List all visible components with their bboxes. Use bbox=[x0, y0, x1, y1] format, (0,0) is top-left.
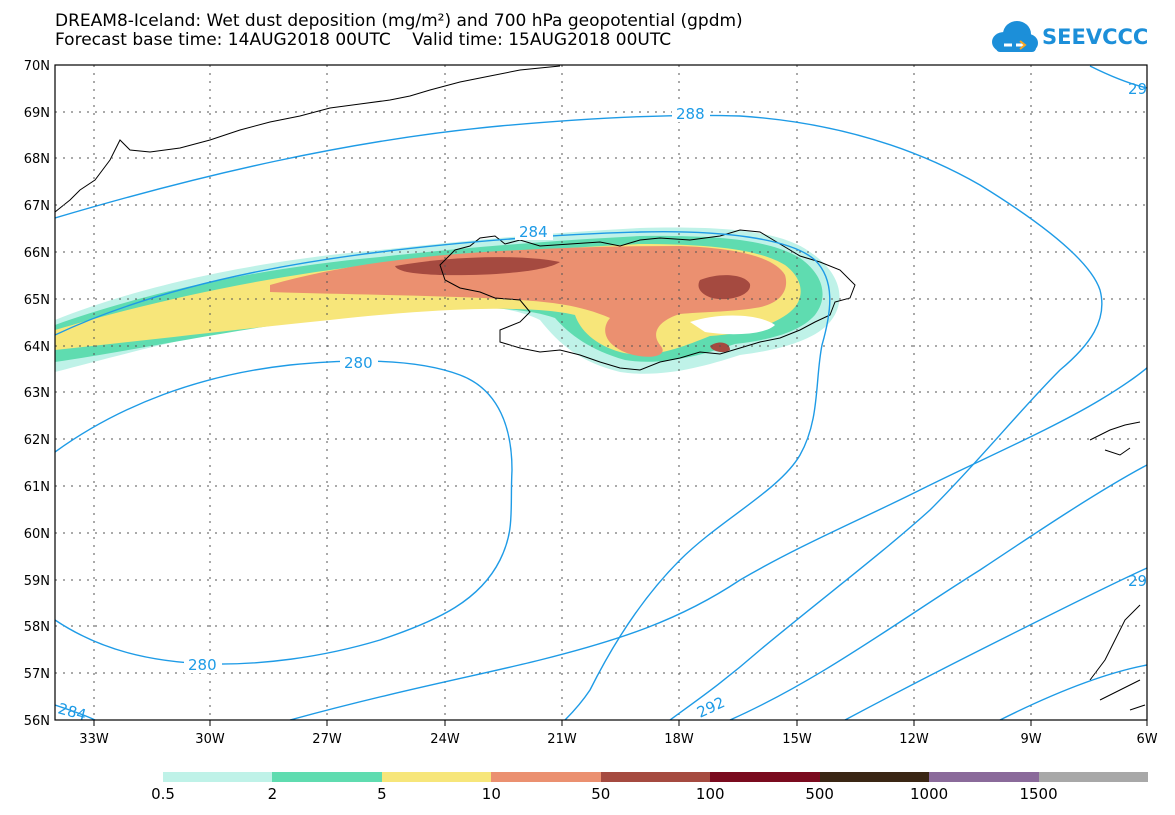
dust-band-50c bbox=[710, 342, 730, 353]
contour-south-2 bbox=[999, 664, 1147, 720]
lat-label: 68N bbox=[24, 152, 50, 167]
legend-label: 10 bbox=[481, 785, 501, 803]
longitude-labels: 33W 30W 27W 24W 21W 18W 15W 12W 9W 6W bbox=[79, 732, 1157, 747]
lon-label: 12W bbox=[899, 732, 929, 747]
legend-label: 100 bbox=[695, 785, 725, 803]
cloud-icon bbox=[992, 21, 1038, 52]
lat-label: 67N bbox=[24, 199, 50, 214]
latitude-labels: 70N 69N 68N 67N 66N 65N 64N 63N 62N 61N … bbox=[24, 59, 50, 729]
contour-label-280-b: 280 bbox=[188, 656, 217, 674]
geopotential-contours bbox=[55, 65, 1147, 720]
lat-label: 62N bbox=[24, 433, 50, 448]
dust-band-10 bbox=[270, 246, 787, 357]
contour-284-s bbox=[55, 704, 96, 720]
lat-label: 61N bbox=[24, 480, 50, 495]
legend-swatch bbox=[600, 772, 711, 782]
lon-label: 24W bbox=[430, 732, 460, 747]
lon-label: 15W bbox=[782, 732, 812, 747]
legend-label: 1000 bbox=[910, 785, 949, 803]
map-title: DREAM8-Iceland: Wet dust deposition (mg/… bbox=[55, 11, 743, 31]
legend-label: 2 bbox=[267, 785, 278, 803]
lat-label: 60N bbox=[24, 527, 50, 542]
legend-swatch bbox=[491, 772, 601, 782]
legend-label: 500 bbox=[805, 785, 834, 803]
seevccc-logo: SEEVCCC bbox=[990, 18, 1148, 58]
contour-label-292: 292 bbox=[694, 693, 728, 721]
contour-label-288: 288 bbox=[676, 105, 705, 123]
lat-label: 56N bbox=[24, 714, 50, 729]
coast-greenland bbox=[55, 65, 561, 213]
legend-swatch bbox=[819, 772, 930, 782]
lon-label: 18W bbox=[664, 732, 694, 747]
contour-south-1 bbox=[844, 567, 1147, 720]
contour-292 bbox=[289, 366, 1147, 720]
legend-label: 0.5 bbox=[151, 785, 175, 803]
graticule bbox=[55, 65, 1147, 720]
dust-band-50 bbox=[395, 257, 560, 276]
lon-label: 9W bbox=[1020, 732, 1041, 747]
lon-label: 33W bbox=[79, 732, 109, 747]
contour-label-284: 284 bbox=[519, 223, 548, 241]
lat-label: 57N bbox=[24, 667, 50, 682]
coast-scotland bbox=[1089, 604, 1146, 711]
dust-deposition-field bbox=[55, 227, 840, 374]
map-frame bbox=[54, 64, 1148, 721]
contour-ne bbox=[1089, 65, 1147, 89]
lat-label: 64N bbox=[24, 340, 50, 355]
legend-swatch bbox=[1038, 772, 1148, 782]
dust-white-gap bbox=[690, 315, 775, 335]
lat-label: 69N bbox=[24, 106, 50, 121]
lon-label: 21W bbox=[547, 732, 577, 747]
legend-label: 1500 bbox=[1019, 785, 1058, 803]
contour-label-se: 29 bbox=[1128, 572, 1147, 590]
map-subtitle: Forecast base time: 14AUG2018 00UTC Vali… bbox=[55, 30, 672, 50]
lon-label: 6W bbox=[1136, 732, 1157, 747]
coast-faroe bbox=[1089, 421, 1141, 456]
contour-label-ne: 29 bbox=[1128, 80, 1147, 98]
lon-label: 30W bbox=[195, 732, 225, 747]
color-legend bbox=[163, 772, 1148, 782]
tick-marks bbox=[93, 720, 1148, 726]
legend-label: 5 bbox=[377, 785, 387, 803]
legend-swatch bbox=[710, 772, 820, 782]
coast-iceland bbox=[439, 229, 856, 371]
contour-labels: 288 284 280 280 284 292 29 29 bbox=[56, 80, 1147, 724]
lat-label: 66N bbox=[24, 246, 50, 261]
lat-label: 63N bbox=[24, 386, 50, 401]
logo-text: SEEVCCC bbox=[1042, 25, 1149, 49]
lat-label: 65N bbox=[24, 293, 50, 308]
legend-swatch bbox=[929, 772, 1039, 782]
lat-label: 58N bbox=[24, 620, 50, 635]
lon-label: 27W bbox=[312, 732, 342, 747]
legend-swatch bbox=[272, 772, 382, 782]
lat-label: 59N bbox=[24, 574, 50, 589]
contour-280 bbox=[55, 360, 513, 665]
contour-284 bbox=[55, 231, 831, 720]
legend-swatch bbox=[381, 772, 492, 782]
coastlines bbox=[55, 65, 1146, 711]
dust-band-50b bbox=[698, 275, 751, 300]
legend-swatch bbox=[163, 772, 273, 782]
contour-east bbox=[729, 464, 1147, 720]
legend-label: 50 bbox=[591, 785, 611, 803]
contour-288 bbox=[55, 114, 1103, 720]
lat-label: 70N bbox=[24, 59, 50, 74]
contour-label-280-a: 280 bbox=[344, 354, 373, 372]
